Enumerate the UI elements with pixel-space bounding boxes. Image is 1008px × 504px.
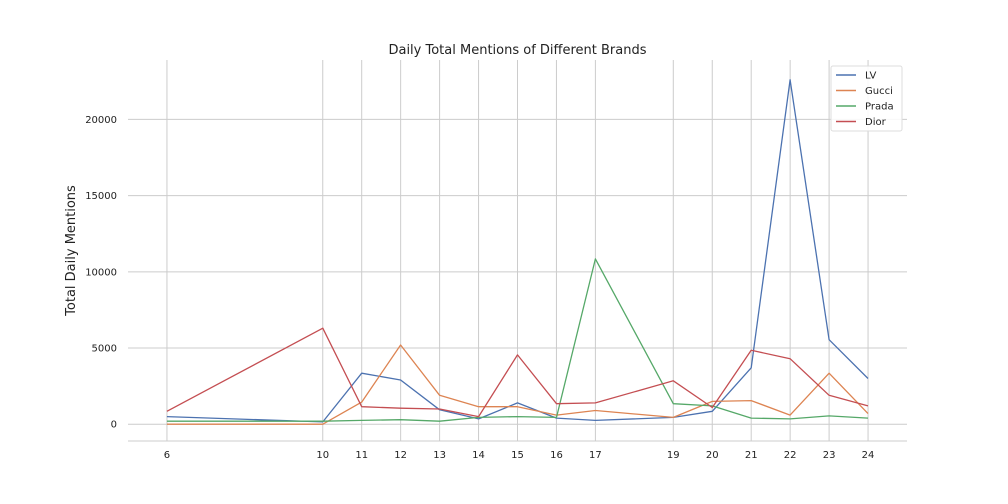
x-tick-label: 21 — [745, 450, 758, 461]
x-gridlines — [166, 60, 869, 441]
x-tick-label: 12 — [394, 450, 407, 461]
x-tick-label: 10 — [316, 450, 329, 461]
x-tick-label: 11 — [355, 450, 368, 461]
x-tick-label: 16 — [550, 450, 563, 461]
x-tick-label: 17 — [589, 450, 602, 461]
x-tick-label: 24 — [862, 450, 875, 461]
y-tick-label: 20000 — [85, 115, 117, 126]
x-tick-label: 15 — [511, 450, 524, 461]
x-tick-label: 6 — [164, 450, 170, 461]
series-line-dior — [166, 327, 869, 418]
y-tick-label: 0 — [111, 420, 117, 431]
x-tick-label: 23 — [823, 450, 836, 461]
legend-label-prada: Prada — [865, 102, 894, 113]
y-tick-label: 10000 — [85, 267, 117, 278]
legend-label-gucci: Gucci — [865, 86, 893, 97]
series-line-lv — [166, 79, 869, 423]
legend-box — [830, 65, 903, 132]
x-tick-label: 13 — [433, 450, 446, 461]
series-line-prada — [166, 258, 869, 422]
x-tick-label: 22 — [784, 450, 797, 461]
y-tick-label: 15000 — [85, 191, 117, 202]
chart-title: Daily Total Mentions of Different Brands — [388, 43, 646, 58]
series-lines — [166, 79, 869, 425]
legend: LV Gucci Prada Dior — [830, 65, 903, 132]
y-tick-label: 5000 — [92, 344, 117, 355]
x-tick-label: 14 — [472, 450, 485, 461]
y-gridlines — [128, 118, 907, 425]
x-tick-label: 19 — [667, 450, 680, 461]
x-tick-labels: 6 10 11 12 13 14 15 16 17 19 20 21 22 23 24 — [164, 450, 875, 461]
y-tick-labels: 0 5000 10000 15000 20000 — [85, 115, 117, 431]
legend-label-dior: Dior — [865, 117, 887, 128]
y-axis-label: Total Daily Mentions — [64, 185, 79, 317]
legend-label-lv: LV — [865, 71, 876, 82]
x-tick-label: 20 — [706, 450, 719, 461]
